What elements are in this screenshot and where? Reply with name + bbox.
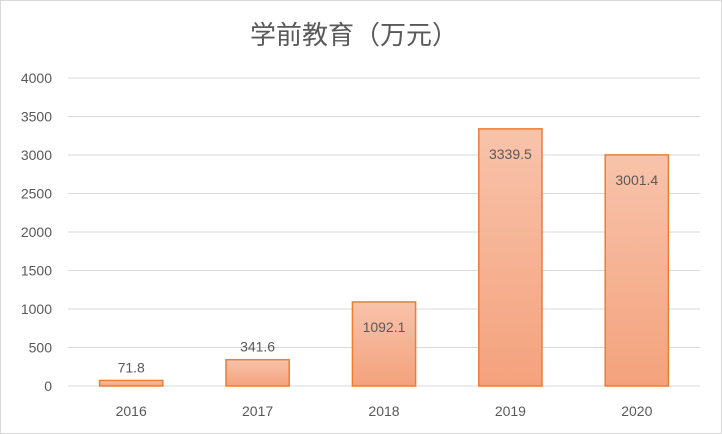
y-tick-label: 1500 — [21, 263, 52, 279]
x-tick-label: 2018 — [368, 403, 399, 419]
bar-2019 — [478, 128, 543, 387]
y-tick-label: 2000 — [21, 224, 52, 240]
bar-2016 — [98, 379, 164, 387]
x-tick-label: 2019 — [495, 403, 526, 419]
bar-2018 — [351, 301, 417, 387]
data-label: 71.8 — [118, 359, 145, 375]
data-label: 341.6 — [240, 339, 275, 355]
bar-2017 — [225, 358, 290, 387]
data-label: 1092.1 — [363, 319, 406, 335]
y-tick-label: 4000 — [21, 70, 52, 86]
x-tick-label: 2020 — [621, 403, 652, 419]
x-tick-label: 2017 — [242, 403, 273, 419]
y-tick-label: 3000 — [21, 147, 52, 163]
y-tick-label: 500 — [29, 340, 53, 356]
y-tick-label: 2500 — [21, 186, 52, 202]
y-tick-label: 0 — [44, 378, 52, 394]
x-tick-label: 2016 — [116, 403, 147, 419]
y-tick-label: 1000 — [21, 301, 52, 317]
chart-title: 学前教育（万元） — [250, 21, 458, 51]
data-label: 3339.5 — [489, 146, 532, 162]
bar-2020 — [604, 154, 670, 387]
y-tick-label: 3500 — [21, 109, 52, 125]
data-label: 3001.4 — [615, 172, 658, 188]
